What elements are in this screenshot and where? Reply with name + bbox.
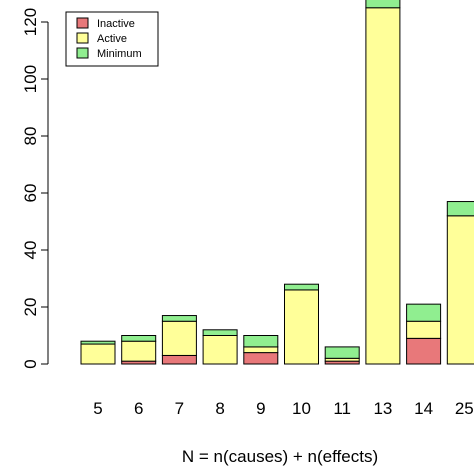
x-tick-label: 5 bbox=[93, 399, 102, 418]
bar-segment-active bbox=[121, 340, 157, 362]
x-tick-label: 13 bbox=[373, 399, 392, 418]
y-tick-label: 80 bbox=[21, 127, 40, 146]
bar-segment-minimum bbox=[324, 346, 360, 359]
x-tick-label: 14 bbox=[414, 399, 433, 418]
y-tick-label: 60 bbox=[21, 184, 40, 203]
bar-segment-active bbox=[161, 320, 197, 356]
bar-segment-minimum bbox=[243, 335, 279, 348]
x-tick-label: 8 bbox=[215, 399, 224, 418]
y-tick-label: 20 bbox=[21, 298, 40, 317]
bar-segment-active bbox=[243, 346, 279, 354]
legend-label: Minimum bbox=[97, 48, 142, 60]
legend-label: Active bbox=[97, 33, 127, 45]
bar-segment-minimum bbox=[446, 201, 474, 217]
bar-segment-minimum bbox=[284, 283, 319, 291]
bar-segment-minimum bbox=[161, 315, 197, 322]
x-tick-label: 10 bbox=[292, 399, 311, 418]
bar-segment-inactive bbox=[243, 352, 279, 365]
x-axis-title: N = n(causes) + n(effects) bbox=[182, 447, 378, 466]
x-axis-tick-labels: 5 6 7 8 9 10 11 13 14 25 bbox=[93, 399, 473, 418]
bar-segment-minimum bbox=[121, 335, 157, 342]
legend: Inactive Active Minimum bbox=[65, 11, 159, 67]
y-tick-label: 120 bbox=[21, 8, 40, 36]
x-tick-label: 25 bbox=[455, 399, 474, 418]
legend-swatch bbox=[76, 47, 89, 59]
y-tick-label: 40 bbox=[21, 241, 40, 260]
bar-segment-minimum bbox=[406, 303, 442, 322]
legend-label: Inactive bbox=[97, 18, 135, 30]
x-tick-label: 9 bbox=[256, 399, 265, 418]
x-tick-label: 6 bbox=[134, 399, 143, 418]
bar-segment-minimum bbox=[202, 329, 238, 336]
legend-swatch bbox=[76, 32, 89, 44]
bar-segment-active bbox=[406, 320, 442, 339]
legend-swatch bbox=[76, 17, 89, 29]
x-tick-label: 7 bbox=[175, 399, 184, 418]
y-tick-label: 0 bbox=[21, 359, 40, 368]
bar-segment-active bbox=[365, 7, 401, 365]
bar-segment-inactive bbox=[161, 354, 197, 365]
bar-segment-active bbox=[446, 215, 474, 365]
y-axis: 0 20 40 60 80 100 120 bbox=[21, 8, 49, 369]
bars bbox=[80, 0, 474, 365]
bar-segment-minimum bbox=[80, 340, 116, 345]
bar-segment-inactive bbox=[406, 337, 442, 365]
bar-segment-active bbox=[80, 343, 116, 365]
x-tick-label: 11 bbox=[333, 399, 351, 418]
bar-segment-active bbox=[202, 335, 238, 365]
bar-segment-active bbox=[284, 289, 319, 365]
y-tick-label: 100 bbox=[21, 65, 40, 93]
bar-segment-minimum bbox=[365, 0, 401, 9]
